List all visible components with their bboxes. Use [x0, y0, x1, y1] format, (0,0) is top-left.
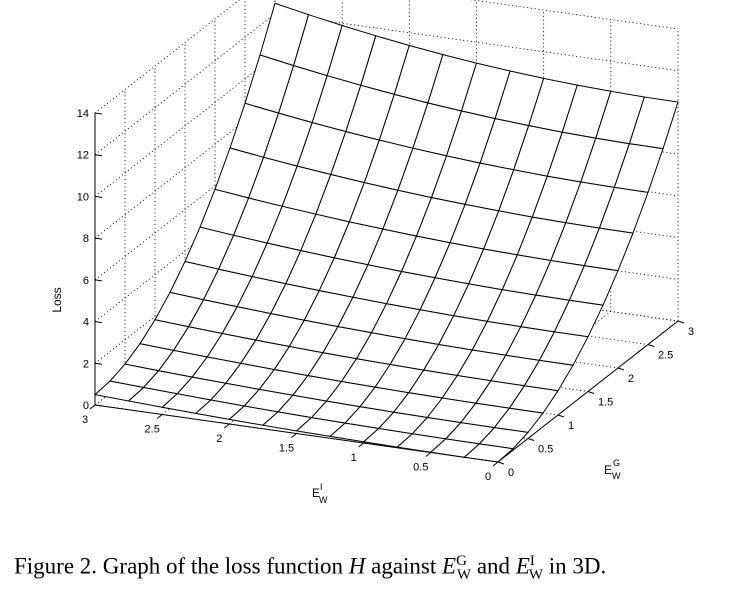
z-tick-label: 14 — [77, 108, 89, 120]
x-tick-mark — [492, 461, 499, 467]
grid-line — [94, 13, 276, 156]
y-tick-label: 2 — [628, 373, 634, 385]
y-tick-label: 1.5 — [598, 397, 613, 409]
grid-line — [470, 0, 679, 30]
x-tick-label: 1 — [351, 452, 357, 464]
tick-labels: 0 2 4 6 8 10 12 14 0 0.5 1 1.5 2 2.5 3 0 0.5 1 1.5 2 2.5 3 — [77, 108, 694, 483]
z-axis-label: Loss — [50, 287, 64, 312]
figure-caption: Figure 2. Graph of the loss function H a… — [14, 553, 607, 584]
grid-line — [274, 13, 679, 72]
y-tick-mark — [527, 438, 535, 441]
z-tick-mark — [94, 154, 103, 157]
y-tick-label: 0 — [508, 467, 514, 479]
z-tick-label: 6 — [83, 275, 89, 287]
x-axis-label: E I W — [312, 482, 328, 505]
y-tick-label: 1 — [568, 420, 574, 432]
z-tick-mark — [94, 404, 103, 407]
z-tick-label: 2 — [83, 358, 89, 370]
y-tick-mark — [647, 344, 655, 347]
x-tick-mark — [89, 404, 96, 410]
y-tick-mark — [557, 414, 565, 418]
x-tick-label: 3 — [82, 414, 88, 426]
grid-line — [94, 0, 240, 114]
z-tick-mark — [94, 362, 103, 365]
x-tick-label: 1.5 — [279, 443, 294, 455]
svg-text:I: I — [320, 482, 323, 492]
x-tick-mark — [224, 423, 230, 429]
surface-cell — [463, 443, 515, 463]
z-tick-label: 4 — [83, 317, 89, 329]
x-tick-mark — [156, 414, 163, 419]
y-tick-mark — [677, 320, 685, 324]
z-tick-label: 8 — [83, 233, 89, 245]
y-tick-label: 3 — [688, 326, 694, 338]
y-tick-label: 2.5 — [658, 350, 673, 362]
z-tick-mark — [94, 195, 103, 198]
y-tick-mark — [497, 461, 505, 465]
y-tick-mark — [587, 391, 595, 394]
svg-text:W: W — [319, 495, 328, 505]
svg-text:E: E — [604, 463, 612, 477]
z-tick-label: 10 — [77, 191, 89, 203]
svg-text:E: E — [312, 486, 320, 500]
loss-surface — [93, 2, 679, 463]
z-tick-label: 0 — [83, 400, 89, 412]
svg-text:G: G — [613, 458, 620, 468]
x-tick-label: 0.5 — [413, 462, 428, 474]
x-tick-label: 0 — [485, 471, 491, 483]
grid-line — [94, 55, 276, 197]
x-tick-mark — [425, 452, 432, 457]
z-tick-label: 12 — [77, 150, 89, 162]
z-tick-mark — [94, 237, 103, 240]
surface-plot: 0 2 4 6 8 10 12 14 0 0.5 1 1.5 2 2.5 3 0 0.5 1 1.5 2 2.5 3 Lo… — [50, 0, 694, 505]
z-tick-mark — [94, 321, 103, 324]
svg-text:W: W — [612, 471, 621, 481]
x-tick-label: 2.5 — [145, 424, 160, 436]
x-tick-mark — [358, 442, 364, 448]
y-tick-mark — [617, 367, 625, 371]
x-tick-label: 2 — [216, 433, 222, 445]
z-tick-mark — [94, 112, 103, 115]
x-tick-mark — [291, 433, 297, 438]
y-tick-label: 0.5 — [538, 444, 553, 456]
z-tick-mark — [94, 279, 103, 282]
y-axis-label: E G W — [604, 458, 621, 481]
